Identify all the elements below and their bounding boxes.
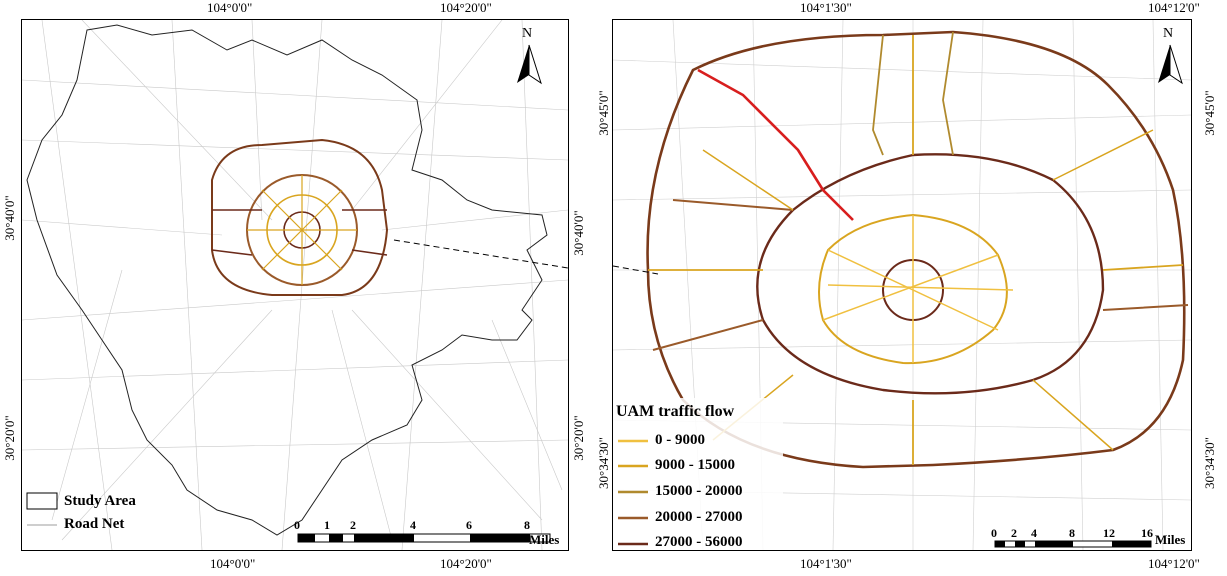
scale-tick: 0 bbox=[294, 518, 300, 532]
north-label: N bbox=[1163, 26, 1174, 41]
scale-tick: 0 bbox=[991, 526, 997, 540]
study-area-swatch bbox=[26, 492, 58, 510]
north-label: N bbox=[522, 26, 533, 41]
right-top-tick-2: 104°12'0" bbox=[1148, 0, 1200, 15]
study-area-svg bbox=[22, 20, 568, 550]
flow-legend-class-2: 9000 - 15000 bbox=[655, 457, 735, 473]
ring-network bbox=[211, 138, 389, 296]
right-scale-bar bbox=[994, 540, 1152, 548]
scale-tick: 2 bbox=[1011, 526, 1017, 540]
left-left-tick-1: 30°40'0" bbox=[2, 195, 17, 241]
left-top-tick-1: 104°0'0" bbox=[207, 0, 253, 15]
flow-middle-ring bbox=[756, 153, 1105, 395]
left-right-tick-2: 30°20'0" bbox=[571, 415, 586, 461]
left-bottom-tick-2: 104°20'0" bbox=[440, 556, 492, 571]
scale-tick: 8 bbox=[524, 518, 530, 532]
right-bottom-tick-2: 104°12'0" bbox=[1148, 556, 1200, 571]
north-arrow-icon bbox=[1158, 44, 1183, 85]
scale-tick: 1 bbox=[324, 518, 330, 532]
scale-unit: Miles bbox=[529, 532, 560, 547]
flow-legend-class-1: 0 - 9000 bbox=[655, 432, 705, 448]
right-top-tick-1: 104°1'30" bbox=[800, 0, 852, 15]
traffic-flow-map: N UAM traffic flow 0 - 9000 9000 - 15000… bbox=[612, 19, 1192, 551]
scale-tick: 6 bbox=[466, 518, 472, 532]
left-bottom-tick-1: 104°0'0" bbox=[210, 556, 256, 571]
right-right-tick-2: 30°34'30" bbox=[1202, 437, 1217, 489]
flow-legend-class-3: 15000 - 20000 bbox=[655, 483, 743, 499]
study-area-map: N Study Area Road Net 0 1 2 4 6 8 Miles bbox=[21, 19, 569, 551]
flow-outer-ring bbox=[646, 30, 1186, 469]
left-left-tick-2: 30°20'0" bbox=[2, 415, 17, 461]
legend-study-area: Study Area bbox=[64, 493, 136, 509]
north-arrow-icon bbox=[517, 44, 542, 85]
right-right-tick-1: 30°45'0" bbox=[1202, 90, 1217, 136]
flow-legend-class-4: 20000 - 27000 bbox=[655, 509, 743, 525]
right-left-tick-1: 30°45'0" bbox=[596, 90, 611, 136]
scale-tick: 4 bbox=[410, 518, 416, 532]
scale-tick: 2 bbox=[350, 518, 356, 532]
scale-unit: Miles bbox=[1155, 532, 1186, 547]
left-right-tick-1: 30°40'0" bbox=[571, 210, 586, 256]
scale-tick: 8 bbox=[1069, 526, 1075, 540]
flow-radials bbox=[648, 31, 1189, 465]
flow-legend-class-5: 27000 - 56000 bbox=[655, 534, 743, 550]
right-left-tick-2: 30°34'30" bbox=[596, 437, 611, 489]
scale-tick: 16 bbox=[1141, 526, 1153, 540]
flow-legend-title: UAM traffic flow bbox=[616, 403, 735, 420]
traffic-flow-svg bbox=[613, 20, 1191, 550]
legend-road-net: Road Net bbox=[64, 516, 125, 532]
left-top-tick-2: 104°20'0" bbox=[440, 0, 492, 15]
flow-legend-swatches bbox=[618, 439, 648, 546]
study-area-boundary bbox=[26, 24, 548, 536]
scale-tick: 4 bbox=[1031, 526, 1037, 540]
left-scale-bar bbox=[297, 533, 551, 543]
flow-highlight-segment bbox=[697, 68, 854, 221]
road-net bbox=[22, 20, 568, 550]
scale-tick: 12 bbox=[1103, 526, 1115, 540]
right-bottom-tick-1: 104°1'30" bbox=[800, 556, 852, 571]
